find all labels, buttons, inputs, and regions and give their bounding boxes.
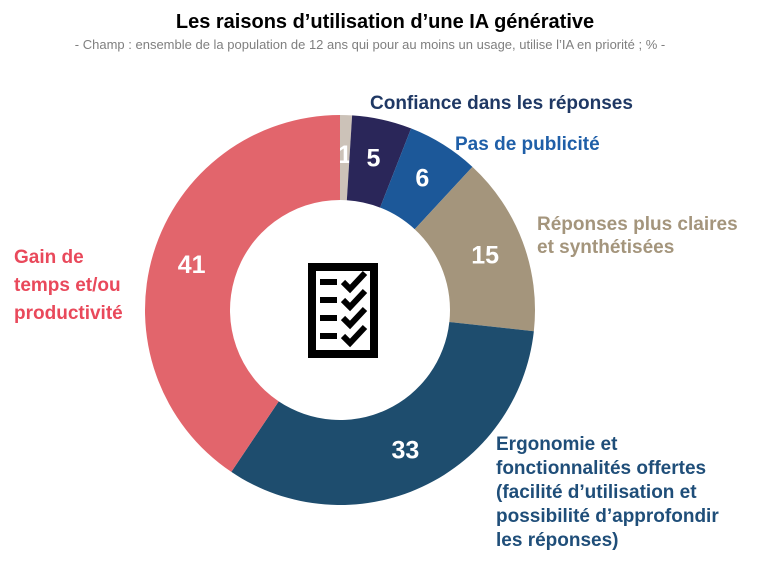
page-title: Les raisons d’utilisation d’une IA génér… <box>175 11 595 33</box>
segment-label-gain-de-temps: Gain de temps et/ou productivité <box>14 247 123 324</box>
segment-value-label: 41 <box>178 251 206 279</box>
donut-segment-41 <box>144 114 340 472</box>
segment-value-label: 1 <box>338 141 352 169</box>
segment-label-reponses-claires: Réponses plus claires et synthétisées <box>537 214 738 258</box>
segment-value-label: 15 <box>471 242 499 270</box>
segment-value-label: 6 <box>415 165 429 193</box>
donut-segment-15 <box>414 166 536 332</box>
segment-value-label: 33 <box>391 437 419 465</box>
donut-segment-6 <box>380 128 473 230</box>
donut-segment-1 <box>340 115 353 201</box>
page-subtitle: - Champ : ensemble de la population de 1… <box>74 37 666 52</box>
segment-label-pas-de-publicite: Pas de publicité <box>455 134 600 155</box>
checklist-icon <box>308 263 378 358</box>
donut-segment-5 <box>346 115 412 208</box>
donut-segment-33 <box>231 321 534 506</box>
segment-label-confiance: Confiance dans les réponses <box>370 93 633 114</box>
segment-value-label: 5 <box>367 145 381 173</box>
segment-label-ergonomie: Ergonomie et fonctionnalités offertes (f… <box>496 434 719 551</box>
